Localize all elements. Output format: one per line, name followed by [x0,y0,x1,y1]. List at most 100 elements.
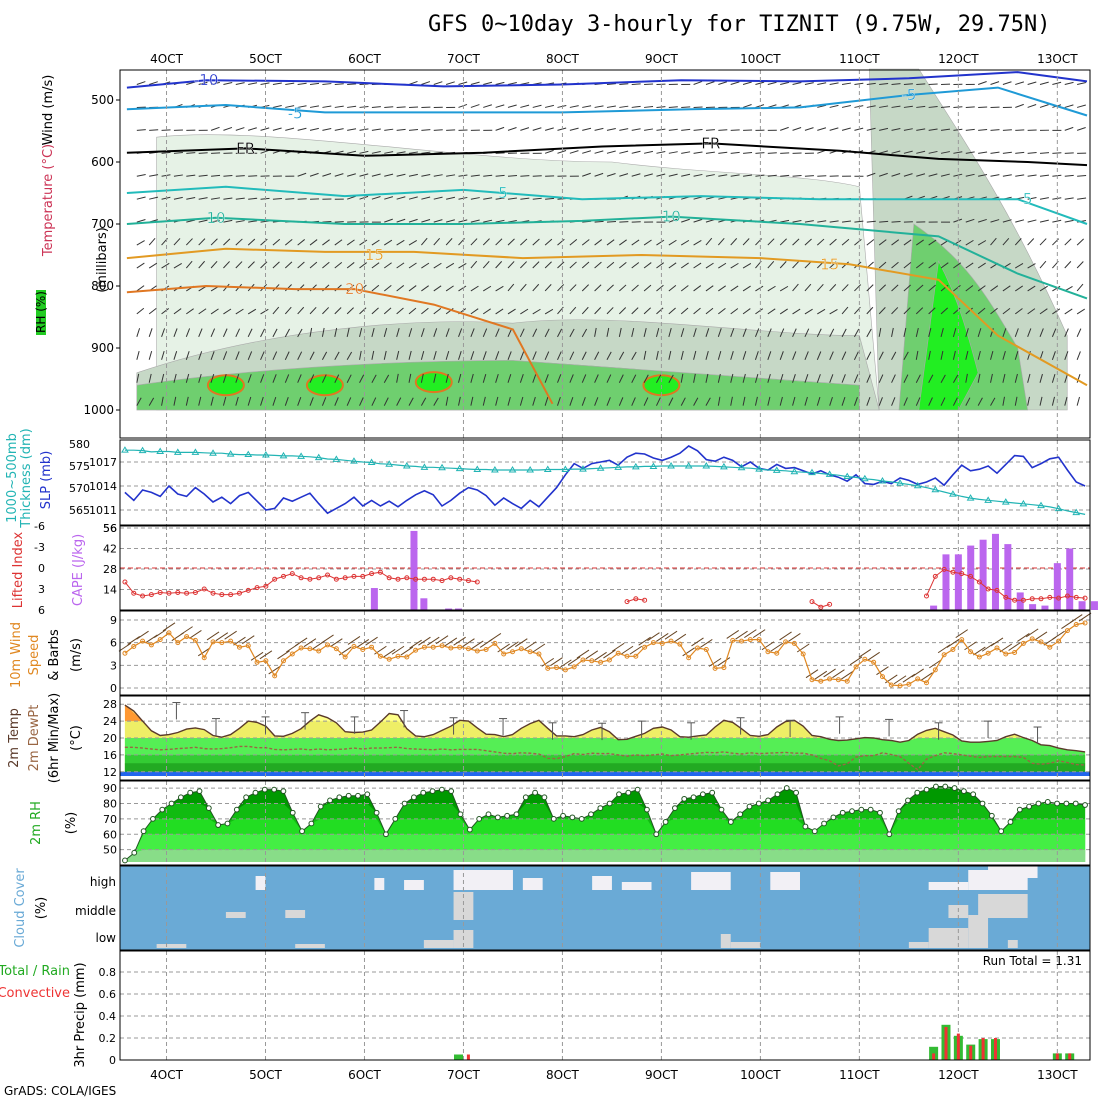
wind10-barb [137,631,149,639]
precip-tick: 0.6 [99,988,117,1001]
rh-marker [309,821,314,826]
rh-tick: 90 [103,782,117,795]
rh-cell-90 [208,375,244,395]
cloud-unit: (%) [34,897,49,920]
wind-axis-label: Wind (m/s) [41,75,56,146]
rh-marker [794,790,799,795]
rh-marker [188,790,193,795]
wind-barb [520,176,529,177]
rh-marker [1073,801,1078,806]
thickness-tick: 580 [69,438,90,451]
bottom-xtick: 13OCT [1037,1068,1078,1082]
wind10-label-3: & Barbs [47,629,62,681]
cloud-high [256,876,266,890]
cloud-high [929,882,969,890]
rh-marker [840,810,845,815]
rh-tick: 80 [103,797,117,810]
rh-marker [961,789,966,794]
precip-tick: 0.4 [99,1010,117,1023]
wind10-barb [780,632,792,640]
temp-tick: 24 [103,715,117,728]
rh-marker [887,832,892,837]
cloud-row-label: low [96,931,117,945]
rh-marker [980,801,985,806]
wind10-barb [824,669,836,677]
wind10-barb [788,633,800,641]
wind-barb [285,199,294,200]
wind10-barb [1026,629,1038,637]
wind10-barb [207,632,219,640]
top-xtick: 13OCT [1037,52,1078,66]
page-title: GFS 0~10day 3-hourly for TIZNIT (9.75W, … [428,12,1051,37]
rh-marker [1017,807,1022,812]
wind10-barb [586,651,598,659]
cloud-high [404,880,424,890]
top-xtick: 12OCT [938,52,979,66]
cape-bar [1004,544,1011,610]
rh-marker [850,809,855,814]
precip-conv-bar [969,1046,972,1060]
cloud-low [1008,940,1018,948]
isotherm-label: 15 [820,255,839,273]
wind10-barb [832,670,844,678]
rh-marker [579,816,584,821]
rh-marker [244,795,249,800]
precip-conv-bar [957,1034,960,1060]
rh-marker [290,810,295,815]
precip-conv-bar [932,1053,935,1060]
precip-tick: 0.8 [99,966,117,979]
rh-marker [253,790,258,795]
rh-marker [412,795,417,800]
rh-marker [999,829,1004,834]
rh-marker [691,795,696,800]
rh-marker [710,790,715,795]
wind-barb [966,107,975,108]
rh-marker [542,795,547,800]
cloud-low [968,915,988,948]
wind10-barb [489,633,501,641]
rh-area-50 [125,850,1085,862]
wind-barb [1052,153,1061,154]
wind10-label-4: (m/s) [69,638,84,672]
wind-barb [607,222,616,223]
rh-marker [1027,804,1032,809]
isotherm-label: 15 [365,246,384,264]
rh-marker [551,816,556,821]
bottom-xtick: 6OCT [348,1068,381,1082]
rh-marker [523,795,528,800]
rh-marker [514,812,519,817]
slp-label: SLP (mb) [39,451,54,510]
bottom-xtick: 11OCT [839,1068,880,1082]
wind-barb [1040,153,1049,154]
rh-marker [663,820,668,825]
slp-tick: 1011 [89,504,117,517]
wind10-barb [577,650,589,658]
rh-marker [225,821,230,826]
wind10-barb [859,649,871,657]
rh-marker [374,810,379,815]
wind10-barb [947,639,959,647]
wind10-barb [894,676,906,684]
rh-marker [561,813,566,818]
wind10-barb [1009,642,1021,650]
rh-marker [971,792,976,797]
rh-marker [896,809,901,814]
rh-axis-label: RH (%) [34,291,48,333]
cloud-high [691,872,731,890]
temp-tick: 28 [103,698,117,711]
rh-marker [281,789,286,794]
cloud-high [770,872,800,890]
wind10-label-2: Speed [27,635,42,676]
wind-barb [347,84,356,85]
wind-barb [916,84,925,85]
upper-air-ytick: 600 [91,155,114,169]
upper-air-ylabel: (millibars) [95,227,110,293]
rh-marker [328,798,333,803]
cape-tick: 14 [103,584,117,597]
rh-marker [673,806,678,811]
wind10-barb [225,631,237,639]
rh-marker [402,801,407,806]
wind10-barb [348,636,360,644]
wind10-tick: 0 [110,682,117,695]
series-line [125,446,1085,513]
